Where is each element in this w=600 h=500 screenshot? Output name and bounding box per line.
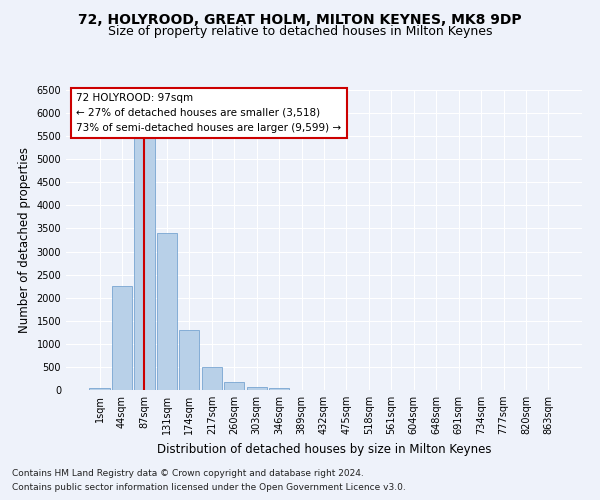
Bar <box>202 367 222 390</box>
Bar <box>157 233 177 390</box>
Bar <box>269 388 289 390</box>
Text: 72 HOLYROOD: 97sqm
← 27% of detached houses are smaller (3,518)
73% of semi-deta: 72 HOLYROOD: 97sqm ← 27% of detached hou… <box>76 93 341 132</box>
Text: Size of property relative to detached houses in Milton Keynes: Size of property relative to detached ho… <box>108 25 492 38</box>
Bar <box>134 138 155 390</box>
Bar <box>89 388 110 390</box>
Text: Contains public sector information licensed under the Open Government Licence v3: Contains public sector information licen… <box>12 484 406 492</box>
Bar <box>112 286 132 390</box>
Text: 72, HOLYROOD, GREAT HOLM, MILTON KEYNES, MK8 9DP: 72, HOLYROOD, GREAT HOLM, MILTON KEYNES,… <box>78 12 522 26</box>
Bar <box>179 330 199 390</box>
Text: Contains HM Land Registry data © Crown copyright and database right 2024.: Contains HM Land Registry data © Crown c… <box>12 468 364 477</box>
X-axis label: Distribution of detached houses by size in Milton Keynes: Distribution of detached houses by size … <box>157 442 491 456</box>
Y-axis label: Number of detached properties: Number of detached properties <box>18 147 31 333</box>
Bar <box>247 386 267 390</box>
Bar <box>224 382 244 390</box>
